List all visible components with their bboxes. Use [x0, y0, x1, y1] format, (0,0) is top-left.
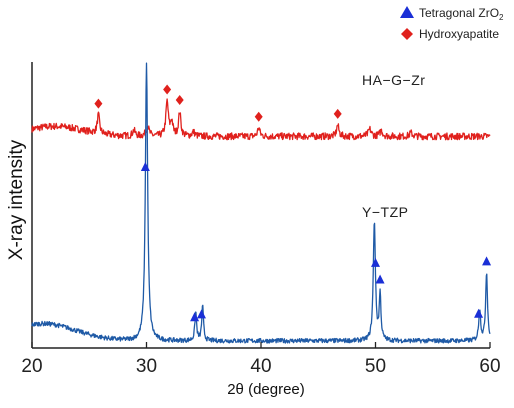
y-axis-title: X-ray intensity [6, 139, 27, 260]
tetragonal-zro2-marker [474, 308, 484, 318]
tetragonal-zro2-marker [196, 309, 206, 319]
tetragonal-zro2-marker [482, 256, 492, 266]
tetragonal-zro2-marker [371, 257, 380, 267]
x-tick-label: 30 [136, 356, 157, 377]
hydroxyapatite-marker [254, 111, 263, 122]
tetragonal-zro2-marker [140, 161, 150, 171]
x-tick-label: 40 [250, 356, 271, 377]
series-group [31, 62, 491, 344]
legend-label-tetragonal-zro2: Tetragonal ZrO2 [419, 6, 504, 22]
hydroxyapatite-marker [94, 98, 103, 109]
legend-label-hydroxyapatite: Hydroxyapatite [419, 27, 499, 41]
x-tick-label: 60 [479, 356, 500, 377]
series-line-ha-g-zr [31, 98, 491, 141]
x-tick-label: 50 [365, 356, 386, 377]
x-tick-label: 20 [21, 356, 42, 377]
x-axis-title: 2θ (degree) [227, 381, 305, 398]
phase-marker-group [94, 84, 492, 322]
tetragonal-zro2-marker [190, 312, 200, 322]
hydroxyapatite-marker [163, 84, 172, 95]
series-label-ha-g-zr: HA−G−Zr [362, 72, 425, 88]
tetragonal-zro2-marker [375, 274, 385, 284]
legend: Tetragonal ZrO2 Hydroxyapatite [400, 6, 504, 41]
series-label-y-tzp: Y−TZP [362, 204, 408, 220]
legend-diamond-icon [401, 28, 413, 40]
legend-triangle-icon [400, 6, 414, 18]
x-ticks-group: 20 30 40 50 60 [21, 342, 501, 377]
series-line-y-tzp [31, 62, 491, 344]
hydroxyapatite-marker [175, 95, 184, 106]
hydroxyapatite-marker [333, 108, 342, 119]
